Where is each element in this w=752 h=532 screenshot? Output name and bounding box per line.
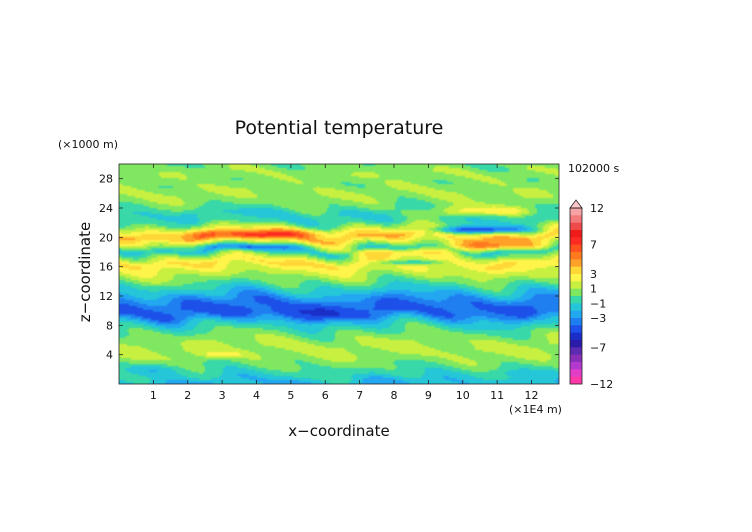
colorbar-swatch: [570, 310, 582, 319]
plot-area: [118, 163, 560, 385]
colorbar-swatch: [570, 281, 582, 289]
colorbar-swatch: [570, 318, 582, 326]
x-axis-label: x−coordinate: [288, 422, 389, 440]
colorbar-swatch: [570, 222, 582, 231]
y-tick-labels: 4 8 12 16 20 24 28: [99, 173, 559, 362]
y-unit-label: (×1000 m): [58, 138, 118, 151]
colorbar-swatch: [570, 362, 582, 370]
y-tick-label: 24: [99, 202, 113, 215]
colorbar-swatch: [570, 208, 582, 216]
colorbar-label: 1: [590, 283, 597, 296]
chart-title: Potential temperature: [235, 117, 444, 139]
colorbar-swatch: [570, 296, 582, 304]
y-tick-label: 20: [99, 231, 113, 244]
colorbar-swatch: [570, 376, 582, 385]
colorbar-swatch: [570, 354, 582, 363]
colorbar-swatch: [570, 244, 582, 253]
colorbar-label: 7: [590, 239, 597, 252]
x-tick-label: 6: [322, 389, 329, 402]
y-tick-label: 8: [106, 319, 113, 332]
y-axis-label: z−coordinate: [76, 222, 94, 322]
colorbar-swatch: [570, 237, 582, 245]
colorbar-swatch: [570, 347, 582, 355]
x-unit-label: (×1E4 m): [509, 403, 562, 416]
colorbar-label: 3: [590, 268, 597, 281]
x-tick-label: 7: [356, 389, 363, 402]
x-tick-label: 1: [150, 389, 157, 402]
y-tick-label: 4: [106, 349, 113, 362]
y-tick-label: 12: [99, 290, 113, 303]
x-tick-label: 10: [456, 389, 470, 402]
colorbar-swatch: [570, 369, 582, 377]
colorbar-label: −12: [590, 378, 613, 391]
x-tick-labels: 1 2 3 4 5 6 7 8 9 10 11 12: [150, 164, 539, 402]
colorbar-swatch: [570, 274, 582, 282]
colorbar: 12 7 3 1−1 −3 −7 −12: [569, 199, 613, 391]
colorbar-swatch: [570, 288, 582, 297]
plot-frame: [118, 163, 560, 385]
colorbar-swatch: [570, 266, 582, 275]
x-tick-label: 3: [219, 389, 226, 402]
y-tick-label: 16: [99, 261, 113, 274]
colorbar-swatch: [570, 259, 582, 267]
colorbar-swatch: [570, 332, 582, 341]
x-tick-label: 4: [253, 389, 260, 402]
colorbar-label: 12: [590, 202, 604, 215]
colorbar-swatch: [570, 325, 582, 333]
colorbar-swatch: [570, 252, 582, 260]
colorbar-arrow: [569, 199, 583, 209]
colorbar-swatch: [570, 303, 582, 311]
colorbar-label: −3: [590, 312, 606, 325]
x-tick-label: 5: [287, 389, 294, 402]
colorbar-swatch: [570, 230, 582, 238]
colorbar-swatch: [570, 215, 582, 223]
x-tick-label: 2: [184, 389, 191, 402]
heatmap-image: [119, 164, 559, 384]
x-tick-label: 9: [425, 389, 432, 402]
colorbar-label: −7: [590, 341, 606, 354]
x-tick-label: 8: [391, 389, 398, 402]
colorbar-frame: [569, 207, 583, 385]
time-label: 102000 s: [568, 162, 619, 175]
colorbar-label: −1: [590, 297, 606, 310]
y-tick-label: 28: [99, 173, 113, 186]
x-tick-label: 12: [525, 389, 539, 402]
x-tick-label: 11: [490, 389, 504, 402]
colorbar-swatch: [570, 340, 582, 348]
